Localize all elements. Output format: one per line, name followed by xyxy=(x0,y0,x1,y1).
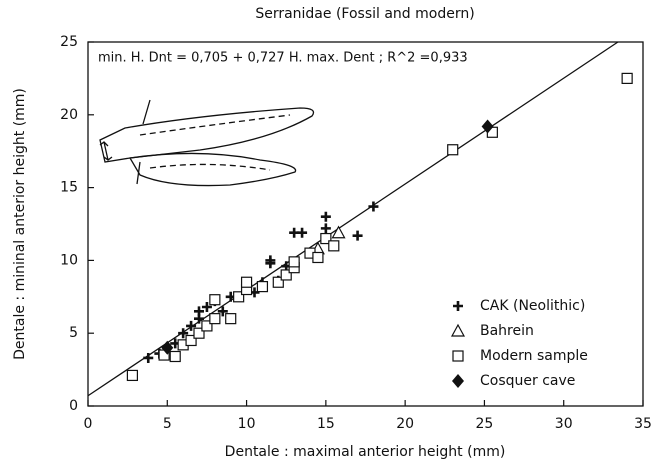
square-marker xyxy=(320,232,332,245)
y-tick-label: 20 xyxy=(60,107,78,123)
legend-marker xyxy=(453,301,463,311)
legend-marker xyxy=(450,323,466,337)
y-tick-label: 15 xyxy=(60,180,78,196)
diamond-marker xyxy=(481,119,494,134)
square-marker xyxy=(185,334,197,347)
x-tick-label: 30 xyxy=(555,416,573,432)
plus-marker xyxy=(178,328,189,339)
legend-marker xyxy=(452,374,464,388)
legend-label: Modern sample xyxy=(480,348,588,364)
equation: min. H. Dnt = 0,705 + 0,727 H. max. Dent… xyxy=(98,51,468,66)
square-marker xyxy=(233,291,245,303)
plus-marker xyxy=(297,227,308,238)
legend-marker xyxy=(452,350,464,362)
plus-marker xyxy=(217,306,228,317)
square-marker xyxy=(209,313,221,325)
plus-marker xyxy=(143,352,154,363)
plot-frame xyxy=(87,41,644,407)
square-marker xyxy=(280,269,292,281)
plus-marker xyxy=(320,223,331,234)
x-tick-label: 35 xyxy=(634,416,652,432)
x-tick-label: 15 xyxy=(317,416,335,432)
y-tick-label: 25 xyxy=(60,34,78,50)
x-tick-label: 5 xyxy=(163,416,172,432)
plus-marker xyxy=(201,301,212,312)
plus-marker xyxy=(194,306,204,317)
chart-title: Serranidae (Fossil and modern) xyxy=(255,6,474,22)
square-marker xyxy=(193,327,205,339)
square-marker xyxy=(209,294,221,306)
x-tick-label: 20 xyxy=(396,416,414,432)
square-marker xyxy=(312,251,324,264)
regression-line xyxy=(87,41,619,397)
square-marker xyxy=(272,276,284,288)
square-marker xyxy=(240,276,253,288)
square-marker xyxy=(328,240,340,252)
triangle-marker xyxy=(331,225,346,239)
y-tick-label: 10 xyxy=(60,252,78,268)
plus-marker xyxy=(352,230,363,241)
y-axis-label: Dentale : mininal anterior height (mm) xyxy=(12,88,28,360)
square-marker xyxy=(201,320,213,332)
plus-marker xyxy=(368,201,379,212)
legend-label: Bahrein xyxy=(480,323,534,339)
diamond-marker xyxy=(161,340,174,355)
plus-marker xyxy=(186,320,197,331)
square-marker xyxy=(126,369,139,382)
square-marker xyxy=(621,72,633,85)
x-axis-label: Dentale : maximal anterior height (mm) xyxy=(225,444,506,460)
legend-label: Cosquer cave xyxy=(480,373,575,389)
plus-marker xyxy=(320,211,331,222)
fish-jaw-drawing xyxy=(99,99,315,187)
y-tick-label: 5 xyxy=(69,325,78,341)
square-marker xyxy=(447,144,459,156)
legend-label: CAK (Neolithic) xyxy=(480,298,585,314)
y-tick-label: 0 xyxy=(69,398,78,414)
plus-marker xyxy=(265,255,276,266)
x-tick-label: 10 xyxy=(238,416,256,432)
square-marker xyxy=(225,313,237,325)
x-tick-label: 25 xyxy=(476,416,494,432)
square-marker xyxy=(169,350,181,363)
x-tick-label: 0 xyxy=(84,416,93,432)
square-marker xyxy=(256,281,269,293)
square-marker xyxy=(288,256,300,268)
